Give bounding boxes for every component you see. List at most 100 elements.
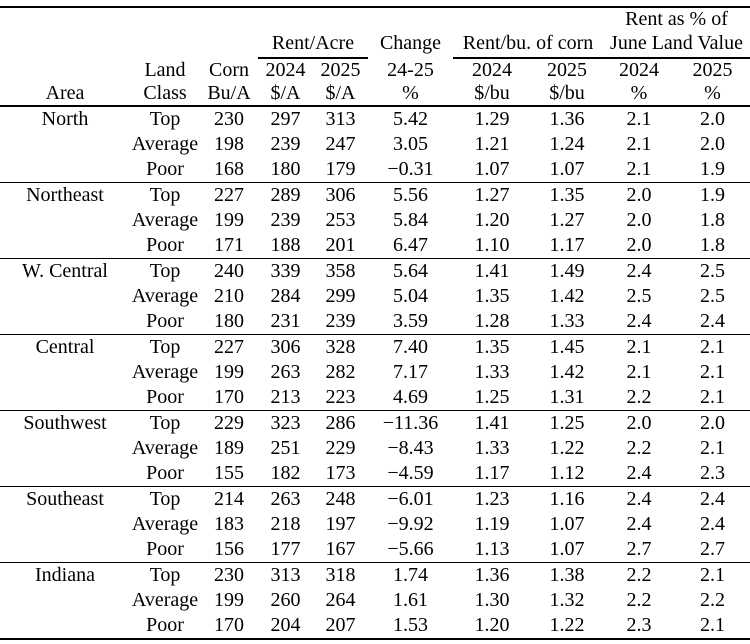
cell-land-value-2025-pct: 2.3 [700, 462, 725, 484]
cell-rent-2024-dollar-bu: 1.28 [474, 310, 510, 332]
col-unit-pct-2024: % [630, 82, 648, 104]
cell-change-24-25-pct: 7.17 [393, 361, 428, 383]
cell-rent-2024-dollar-a: 182 [270, 462, 301, 484]
cell-rent-2024-dollar-bu: 1.20 [474, 614, 510, 636]
area-group-southeast: Southeast Top 214 263 248 −6.01 1.23 1.16 2.4 2.4… [0, 486, 750, 563]
cell-land-value-2024-pct: 2.3 [626, 614, 652, 636]
cell-corn-bua: 180 [214, 310, 244, 332]
cell-land-class: Poor [146, 386, 184, 408]
cell-land-value-2025-pct: 2.4 [700, 310, 725, 332]
cell-rent-2024-dollar-a: 289 [270, 184, 301, 206]
cell-rent-2024-dollar-bu: 1.41 [474, 260, 510, 282]
cell-land-class: Top [149, 564, 181, 586]
cell-land-class: Poor [146, 234, 184, 256]
cell-land-value-2025-pct: 2.0 [700, 412, 725, 434]
cell-rent-2025-dollar-bu: 1.22 [549, 437, 585, 459]
cell-land-value-2025-pct: 2.1 [700, 336, 725, 358]
cell-land-value-2024-pct: 2.2 [626, 386, 652, 408]
area-label: North [41, 108, 89, 130]
cell-rent-2024-dollar-a: 188 [270, 234, 301, 256]
cell-change-24-25-pct: 3.59 [393, 310, 428, 332]
col-unit-change-pct: % [402, 82, 419, 104]
cell-rent-2025-dollar-bu: 1.22 [549, 614, 585, 636]
cell-rent-2025-dollar-a: 358 [325, 260, 356, 282]
col-header-area: Area [45, 82, 85, 104]
cell-corn-bua: 183 [214, 513, 244, 535]
cell-rent-2024-dollar-a: 260 [270, 589, 301, 611]
cell-corn-bua: 210 [214, 285, 244, 307]
cell-rent-2024-dollar-bu: 1.17 [474, 462, 510, 484]
cell-land-value-2024-pct: 2.1 [626, 361, 652, 383]
cell-land-value-2024-pct: 2.1 [626, 133, 652, 155]
cell-land-class: Average [131, 513, 199, 535]
cell-rent-2024-dollar-a: 284 [270, 285, 301, 307]
table-row: Poor 168 180 179 −0.31 1.07 1.07 2.1 1.9 [0, 157, 750, 183]
table-row: Average 210 284 299 5.04 1.35 1.42 2.5 2.5 [0, 284, 750, 309]
cell-land-value-2025-pct: 2.0 [700, 108, 725, 130]
col-header-rent-2024: 2024 [265, 59, 306, 81]
cell-land-value-2025-pct: 2.0 [700, 133, 725, 155]
cell-rent-2024-dollar-bu: 1.33 [474, 361, 510, 383]
cell-change-24-25-pct: 6.47 [393, 234, 428, 256]
cell-rent-2024-dollar-a: 263 [270, 361, 301, 383]
cell-land-value-2025-pct: 2.1 [700, 386, 725, 408]
cell-corn-bua: 198 [214, 133, 244, 155]
cell-land-value-2024-pct: 2.2 [626, 564, 652, 586]
cell-rent-2025-dollar-a: 247 [325, 133, 356, 155]
cell-rent-2025-dollar-bu: 1.07 [549, 158, 585, 180]
cell-rent-2025-dollar-bu: 1.42 [549, 285, 585, 307]
area-label: Southwest [23, 412, 107, 434]
cell-land-value-2024-pct: 2.0 [626, 209, 652, 231]
cell-rent-2024-dollar-a: 180 [270, 158, 301, 180]
cell-rent-2024-dollar-bu: 1.36 [474, 564, 510, 586]
cell-land-class: Average [131, 133, 199, 155]
cell-corn-bua: 155 [214, 462, 244, 484]
cell-rent-2024-dollar-a: 297 [270, 108, 301, 130]
cell-rent-2024-dollar-bu: 1.25 [474, 386, 510, 408]
cell-rent-2025-dollar-bu: 1.16 [549, 488, 585, 510]
table-row: Average 199 263 282 7.17 1.33 1.42 2.1 2.1 [0, 360, 750, 385]
cell-land-value-2024-pct: 2.0 [626, 184, 652, 206]
cell-rent-2025-dollar-a: 173 [325, 462, 356, 484]
cell-rent-2024-dollar-bu: 1.35 [474, 285, 510, 307]
cell-land-value-2025-pct: 2.2 [700, 589, 725, 611]
col-unit-dollar-bu-2025: $/bu [549, 82, 585, 104]
area-group-north: North Top 230 297 313 5.42 1.29 1.36 2.1 2.0 Avera… [0, 106, 750, 183]
table-row: North Top 230 297 313 5.42 1.29 1.36 2.1 2.0 [0, 106, 750, 132]
table-row: Average 189 251 229 −8.43 1.33 1.22 2.2 2.1 [0, 436, 750, 461]
cell-land-value-2025-pct: 2.1 [700, 564, 725, 586]
cell-land-value-2024-pct: 2.7 [626, 538, 652, 560]
col-unit-dollar-a-2024: $/A [270, 82, 301, 104]
cell-corn-bua: 214 [214, 488, 244, 510]
cell-rent-2024-dollar-bu: 1.29 [474, 108, 510, 130]
cell-rent-2025-dollar-bu: 1.32 [549, 589, 585, 611]
cell-land-value-2024-pct: 2.1 [626, 108, 652, 130]
cell-change-24-25-pct: 4.69 [393, 386, 428, 408]
cell-land-value-2025-pct: 2.4 [700, 488, 725, 510]
cell-rent-2024-dollar-a: 239 [270, 133, 301, 155]
table-row: Southeast Top 214 263 248 −6.01 1.23 1.16 2.4 2.4 [0, 487, 750, 513]
cell-rent-2025-dollar-bu: 1.31 [549, 386, 585, 408]
header-row-group-top: Rent as % of [0, 7, 750, 31]
cell-land-value-2025-pct: 1.9 [700, 158, 725, 180]
cell-land-value-2025-pct: 2.1 [700, 437, 725, 459]
cell-change-24-25-pct: 5.04 [393, 285, 428, 307]
table-row: Northeast Top 227 289 306 5.56 1.27 1.35 2.0 1.9 [0, 183, 750, 209]
col-header-corn: Corn [209, 58, 249, 81]
table-row: Average 199 260 264 1.61 1.30 1.32 2.2 2.2 [0, 588, 750, 613]
cell-change-24-25-pct: 5.56 [393, 184, 428, 206]
cell-rent-2025-dollar-a: 299 [325, 285, 356, 307]
cell-rent-2024-dollar-bu: 1.07 [474, 158, 510, 180]
cell-rent-2024-dollar-a: 313 [270, 564, 301, 586]
header-spacer [0, 31, 258, 58]
cell-rent-2025-dollar-bu: 1.42 [549, 361, 585, 383]
table-header: Rent as % of Rent/Acre Change Rent/bu. o… [0, 7, 750, 106]
cell-rent-2025-dollar-bu: 1.25 [549, 412, 585, 434]
cell-land-class: Average [131, 589, 199, 611]
cell-rent-2025-dollar-a: 253 [325, 209, 356, 231]
cell-corn-bua: 227 [214, 184, 244, 206]
cell-rent-2025-dollar-a: 286 [325, 412, 356, 434]
cell-change-24-25-pct: 5.42 [393, 108, 428, 130]
area-group-central: Central Top 227 306 328 7.40 1.35 1.45 2.1 2.1 Ave… [0, 334, 750, 411]
